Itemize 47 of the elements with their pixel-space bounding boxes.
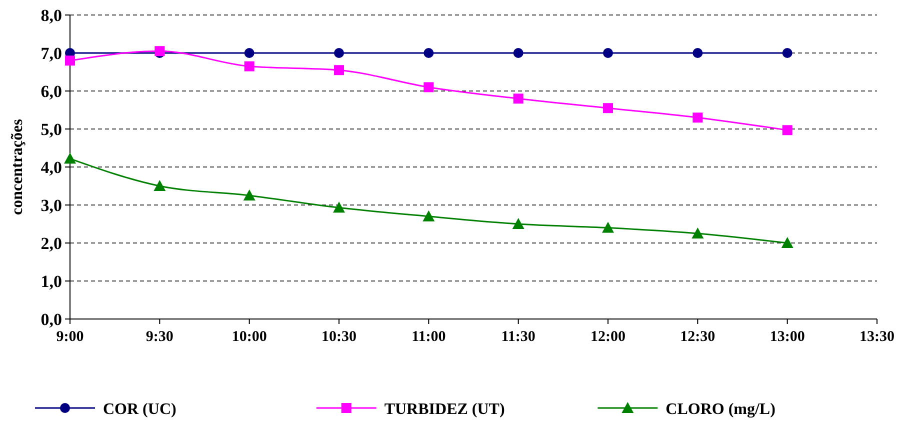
x-tick-label: 10:30 (322, 329, 356, 345)
point (65, 56, 75, 66)
point (512, 218, 524, 229)
x-tick-label: 13:00 (770, 329, 805, 345)
point (424, 48, 434, 58)
legend-label: CLORO (mg/L) (666, 401, 776, 418)
point (781, 237, 794, 248)
y-tick-label: 4,0 (40, 158, 62, 177)
x-tick-label: 9:00 (56, 329, 84, 345)
point (513, 48, 524, 58)
point (64, 152, 76, 164)
point (334, 65, 344, 76)
point (782, 48, 792, 58)
point (333, 202, 345, 213)
point (244, 61, 254, 72)
y-tick-label: 2,0 (40, 234, 62, 253)
point (243, 190, 256, 200)
point (154, 180, 166, 191)
point (603, 48, 613, 58)
point (424, 82, 434, 92)
legend-label: TURBIDEZ (UT) (384, 401, 505, 418)
point (692, 48, 703, 58)
y-tick-label: 6,0 (40, 82, 62, 101)
point (692, 228, 704, 238)
point (244, 48, 254, 58)
point (602, 222, 614, 233)
y-tick-label: 1,0 (40, 272, 62, 291)
y-axis-title: concentrações (9, 119, 26, 215)
point (334, 48, 344, 58)
point (422, 210, 435, 222)
point (692, 112, 703, 123)
point (513, 94, 524, 104)
x-tick-label: 12:30 (680, 329, 716, 345)
y-tick-label: 3,0 (40, 196, 62, 215)
x-tick-label: 11:00 (412, 329, 446, 345)
y-tick-label: 7,0 (40, 44, 62, 63)
x-tick-label: 9:30 (146, 329, 174, 345)
y-tick-label: 5,0 (40, 120, 62, 139)
y-tick-label: 8,0 (40, 6, 62, 25)
point (603, 103, 613, 114)
x-tick-label: 13:30 (860, 329, 894, 345)
x-tick-label: 12:00 (590, 329, 626, 345)
y-tick-label: 0,0 (40, 310, 62, 329)
x-tick-label: 10:00 (232, 329, 267, 345)
legend-label: COR (UC) (103, 401, 176, 418)
x-tick-label: 11:30 (501, 329, 536, 345)
point (782, 125, 792, 136)
